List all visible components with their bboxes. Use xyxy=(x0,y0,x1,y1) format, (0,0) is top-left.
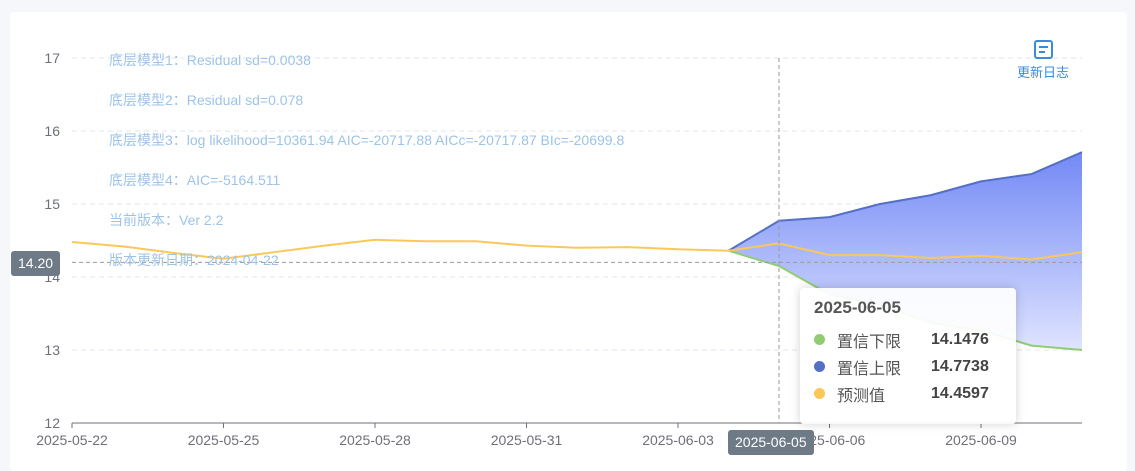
y-axis-pointer-label: 14.20 xyxy=(11,251,61,276)
x-tick-label: 2025-05-31 xyxy=(491,432,563,448)
forecast-line xyxy=(71,238,1083,261)
model-info-line: 底层模型3：log likelihood=10361.94 AIC=-20717… xyxy=(109,132,625,148)
document-icon xyxy=(1033,40,1053,59)
x-tick-label: 2025-06-03 xyxy=(642,432,714,448)
y-tick-label: 12 xyxy=(44,415,60,431)
tooltip-row-upper: 置信上限 14.7738 xyxy=(814,353,1002,380)
update-date-line: 版本更新日期：2024-04-22 xyxy=(109,252,279,268)
x-tick-label: 2025-05-22 xyxy=(36,432,108,448)
x-tick-label: 2025-05-28 xyxy=(339,432,411,448)
changelog-button[interactable]: 更新日志 xyxy=(1010,40,1076,81)
y-tick-label: 16 xyxy=(44,123,60,139)
x-tick-label: 2025-05-25 xyxy=(188,432,260,448)
model-info-line: 底层模型4：AIC=-5164.511 xyxy=(109,172,281,188)
tooltip-row-forecast: 预测值 14.4597 xyxy=(814,380,1002,407)
tooltip-title: 2025-06-05 xyxy=(814,298,901,317)
y-tick-label: 17 xyxy=(44,50,60,66)
series-dot xyxy=(814,334,825,345)
tooltip-series-name: 预测值 xyxy=(837,387,886,405)
model-info-line: 底层模型2：Residual sd=0.078 xyxy=(109,92,304,108)
tooltip-series-name: 置信上限 xyxy=(837,360,902,378)
series-dot xyxy=(814,361,825,372)
y-tick-label: 15 xyxy=(44,196,60,212)
x-axis-pointer-label: 2025-06-05 xyxy=(728,430,814,455)
chart-card: 12 13 14 15 16 17 2025-05-22 2025-05-25 2025-05-… xyxy=(10,12,1127,471)
chart-tooltip: 2025-06-05 置信下限 14.1476 置信上限 14.7738 预测值… xyxy=(800,288,1016,424)
model-info-line: 底层模型1：Residual sd=0.0038 xyxy=(109,52,311,68)
series-dot xyxy=(814,388,825,399)
changelog-label: 更新日志 xyxy=(1016,65,1069,80)
y-tick-label: 13 xyxy=(44,342,60,358)
version-line: 当前版本：Ver 2.2 xyxy=(109,212,224,228)
upper-bound-line xyxy=(727,151,1083,252)
tooltip-series-value: 14.7738 xyxy=(931,357,989,375)
tooltip-row-lower: 置信下限 14.1476 xyxy=(814,326,1002,353)
tooltip-series-value: 14.4597 xyxy=(931,384,989,402)
tooltip-series-value: 14.1476 xyxy=(931,330,989,348)
tooltip-series-name: 置信下限 xyxy=(837,333,902,351)
x-tick-label: 2025-06-09 xyxy=(945,432,1017,448)
